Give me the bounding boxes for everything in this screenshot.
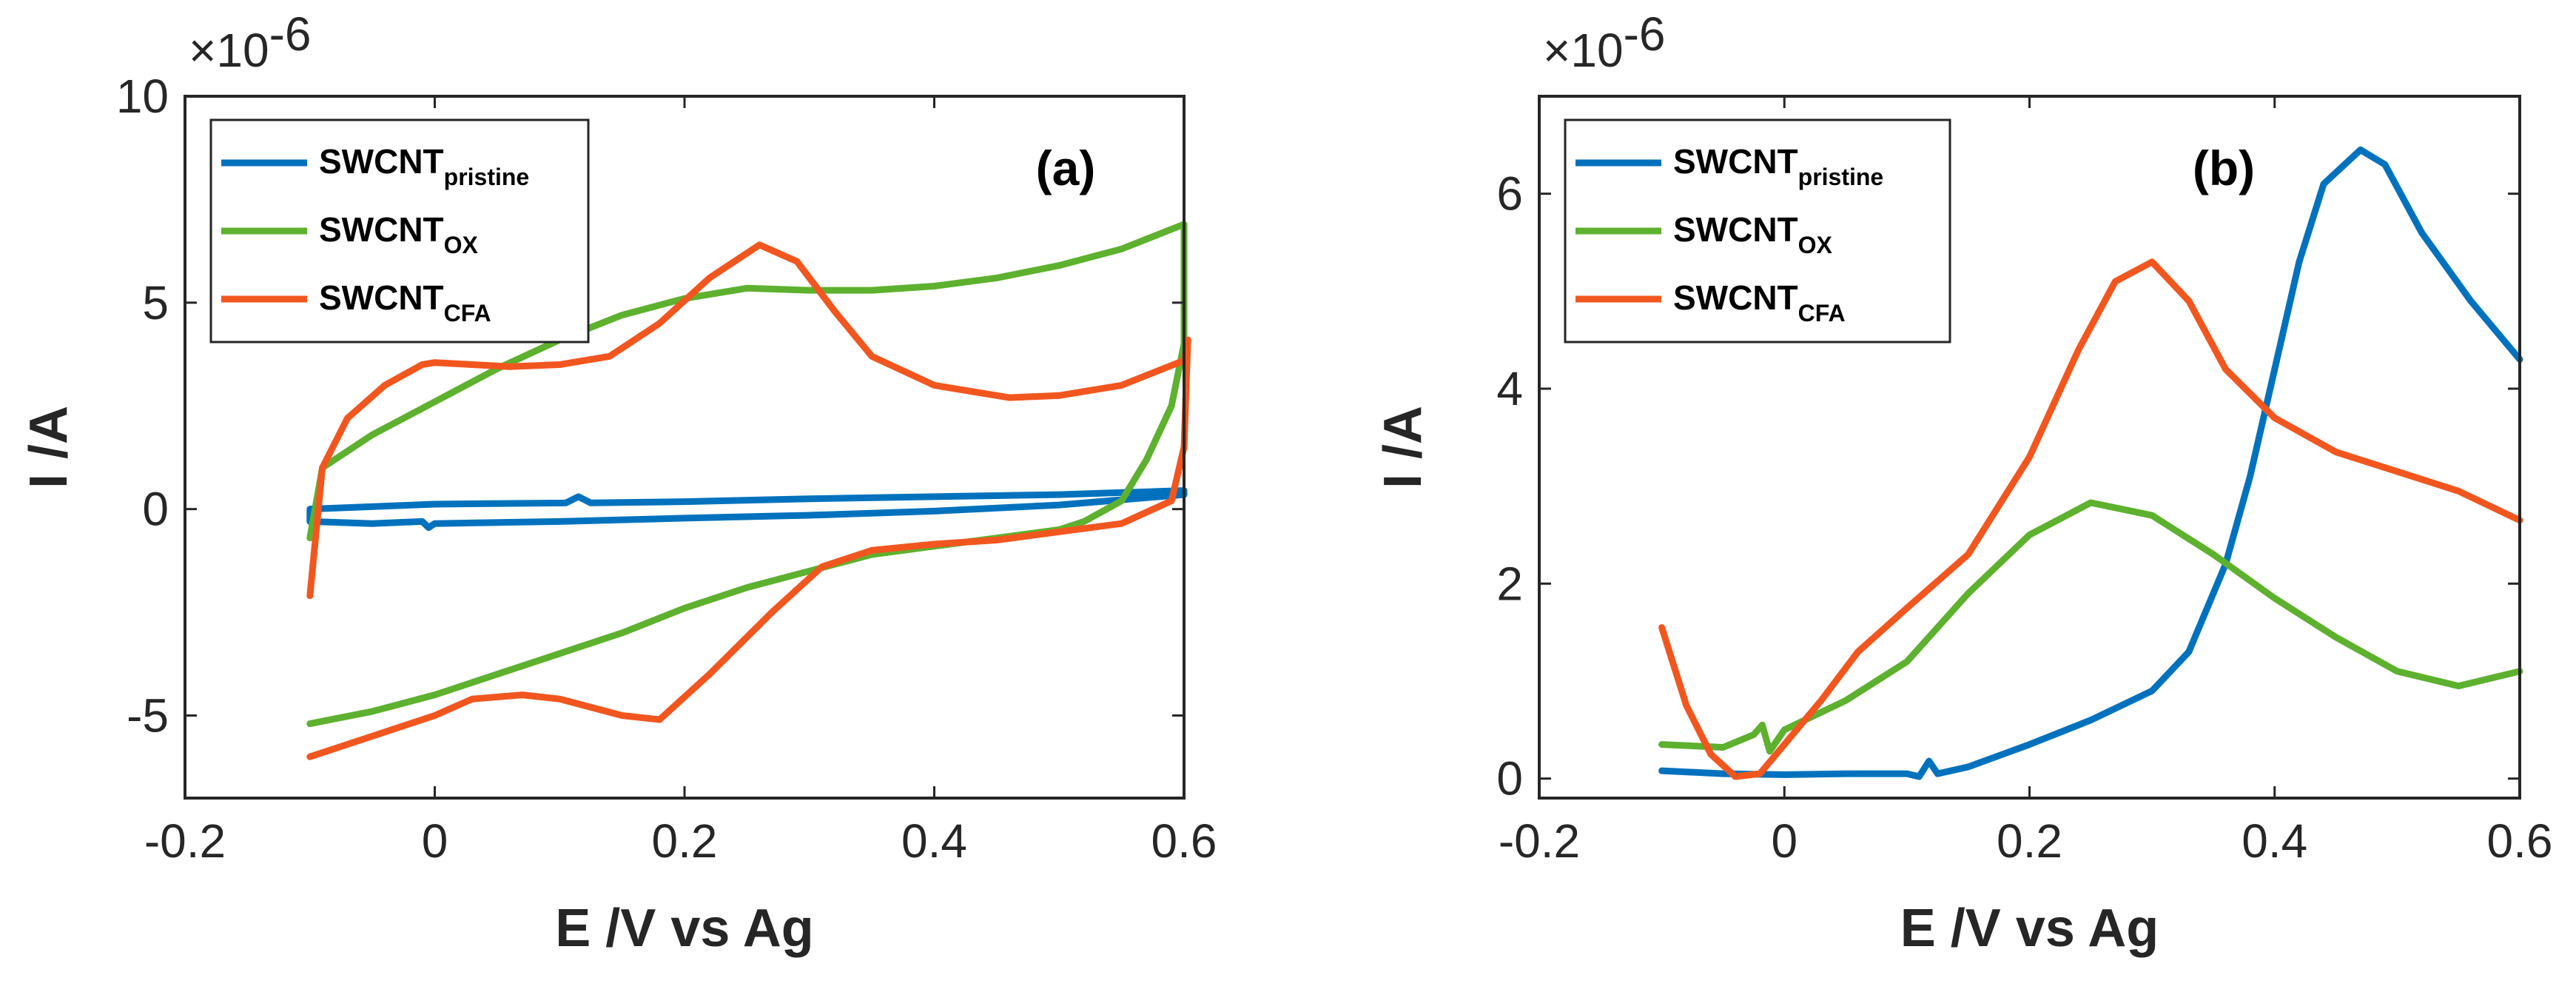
- x-tick-label: 0.4: [2242, 814, 2307, 868]
- y-tick-label: 4: [1496, 362, 1523, 415]
- legend-entry-pristine: SWCNTpristine: [319, 142, 529, 190]
- y-tick-label: 0: [142, 483, 169, 536]
- y-tick-label: 10: [116, 70, 169, 123]
- series-line-ox: [306, 221, 1188, 728]
- series-line-pristine: [306, 487, 1188, 532]
- y-tick-label: 0: [1496, 752, 1523, 805]
- legend-entry-ox: SWCNTOX: [1673, 210, 1833, 258]
- legend: SWCNTpristine SWCNTOX SWCNTCFA: [1564, 118, 1951, 344]
- panel-tag: (a): [1036, 141, 1096, 195]
- legend-entry-cfa: SWCNTCFA: [319, 278, 491, 326]
- legend-entry-pristine: SWCNTpristine: [1673, 142, 1883, 190]
- y-tick-label: 6: [1496, 167, 1523, 221]
- y-tick-label: 2: [1496, 557, 1523, 610]
- y-exponent-label: ×10-6: [189, 7, 311, 77]
- y-axis-label: I /A: [1373, 406, 1433, 489]
- x-tick-label: -0.2: [144, 814, 226, 868]
- series-line-cfa: [306, 241, 1191, 760]
- plot-panel-a: -0.2 0 0.2 0.4 0.6 -5 0 5 10 ×10-6 E /V vs Ag I /A (…: [19, 7, 1217, 958]
- legend-entry-ox: SWCNTOX: [319, 210, 479, 258]
- y-tick-label: 5: [142, 276, 169, 329]
- y-tick-label: -5: [127, 689, 169, 742]
- legend: SWCNTpristine SWCNTOX SWCNTCFA: [209, 118, 590, 344]
- series-line-pristine: [1658, 146, 2523, 780]
- y-axis-label: I /A: [19, 406, 78, 489]
- panel-tag: (b): [2193, 141, 2255, 195]
- x-tick-label: 0.6: [1151, 814, 1217, 868]
- x-axis-label: E /V vs Ag: [1900, 899, 2159, 958]
- legend-entry-cfa: SWCNTCFA: [1673, 278, 1846, 326]
- x-tick-label: 0.6: [2487, 814, 2553, 868]
- x-tick-label: 0.2: [1997, 814, 2062, 868]
- series-line-cfa: [1658, 258, 2523, 780]
- x-axis-label: E /V vs Ag: [555, 899, 813, 958]
- x-tick-label: -0.2: [1499, 814, 1580, 868]
- x-tick-label: 0: [422, 814, 448, 868]
- series-line-ox: [1658, 499, 2523, 755]
- x-tick-label: 0: [1771, 814, 1798, 868]
- plot-panel-b: -0.2 0 0.2 0.4 0.6 0 2 4 6 ×10-6 E /V vs Ag I /A (b)…: [1373, 7, 2552, 958]
- y-exponent-label: ×10-6: [1543, 7, 1665, 77]
- x-tick-label: 0.2: [652, 814, 718, 868]
- x-tick-label: 0.4: [901, 814, 967, 868]
